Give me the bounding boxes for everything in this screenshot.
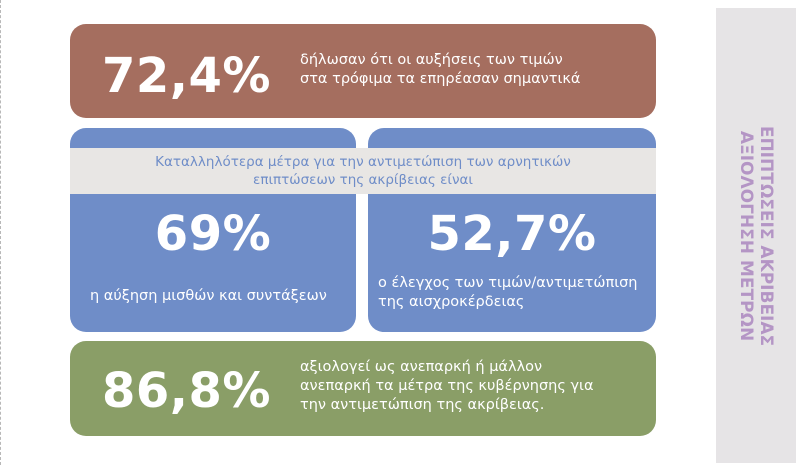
measures-heading-band: Καταλληλότερα μέτρα για την αντιμετώπιση… [70,148,656,194]
stat-card-food-prices: 72,4% δήλωσαν ότι οι αυξήσεις των τιμών … [70,24,656,118]
section-sidebar: ΕΠΙΠΤΩΣΕΙΣ ΑΚΡΙΒΕΙΑΣ ΑΞΙΟΛΟΓΗΣΗ ΜΕΤΡΩΝ [716,8,796,463]
stat-description: αξιολογεί ως ανεπαρκή ή μάλλον ανεπαρκή … [300,359,594,413]
stat-card-government-measures: 86,8% αξιολογεί ως ανεπαρκή ή μάλλον ανε… [70,341,656,436]
stat-value: 72,4% [102,48,272,104]
stat-value: 69% [154,206,272,262]
section-title-vertical: ΕΠΙΠΤΩΣΕΙΣ ΑΚΡΙΒΕΙΑΣ ΑΞΙΟΛΟΓΗΣΗ ΜΕΤΡΩΝ [736,125,776,346]
stat-value: 86,8% [102,363,272,419]
stat-description: η αύξηση μισθών και συντάξεων [90,288,327,304]
page-edge-dashed-line [0,0,5,465]
stat-description: δήλωσαν ότι οι αυξήσεις των τιμών στα τρ… [300,52,581,87]
stat-description: ο έλεγχος των τιμών/αντιμετώπιση της αισ… [378,275,638,310]
stat-value: 52,7% [427,206,597,262]
